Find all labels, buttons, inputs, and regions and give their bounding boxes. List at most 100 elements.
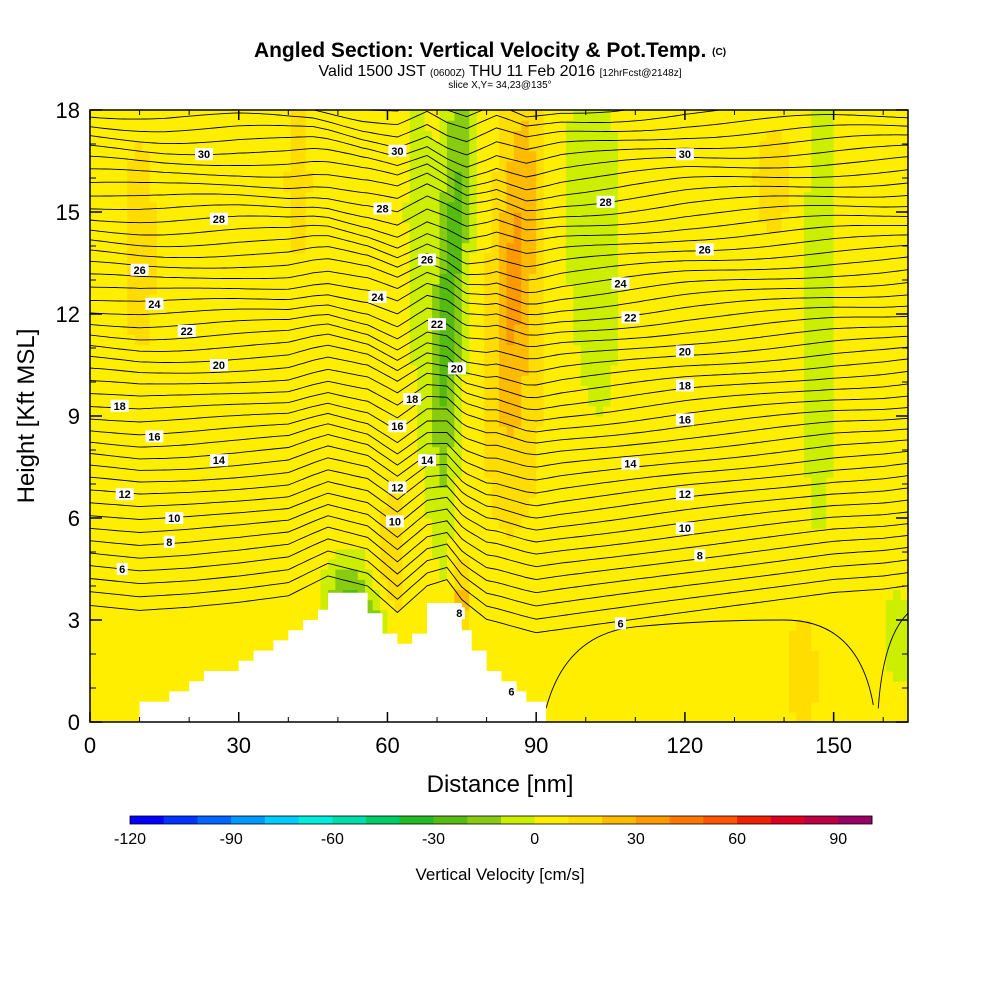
field-cell [208,222,218,233]
field-cell [112,446,121,458]
field-cell [342,436,351,448]
field-cell [595,181,604,193]
field-cell [699,130,708,142]
field-cell [238,518,247,529]
field-cell [223,528,232,539]
field-cell [625,385,634,397]
field-cell [231,620,240,631]
field-cell [684,324,693,335]
field-cell [394,344,403,356]
field-cell [171,681,180,692]
field-cell [238,365,247,376]
field-cell [670,426,679,437]
field-cell [298,171,307,182]
field-cell [647,395,656,407]
field-cell [454,385,463,397]
field-cell [647,283,656,295]
field-cell [655,548,664,560]
field-cell [670,324,679,335]
field-cell [112,120,121,131]
field-cell [684,395,693,407]
field-cell [208,303,218,315]
field-cell [565,558,574,570]
field-cell [365,507,374,519]
field-cell [536,579,545,590]
field-cell [119,161,128,172]
field-cell [186,110,195,121]
field-cell [424,201,433,213]
field-cell [432,181,441,193]
field-cell [417,599,426,611]
field-cell [536,140,545,152]
field-cell [662,579,671,590]
field-cell [238,324,247,335]
field-cell [543,365,552,376]
field-cell [261,212,270,223]
field-cell [216,538,225,550]
field-cell [186,354,195,366]
field-cell [127,507,136,519]
field-cell [387,528,396,539]
field-cell [186,671,195,682]
field-cell [499,640,508,652]
field-cell [142,630,151,641]
field-cell [484,558,493,570]
field-cell [454,110,463,121]
field-cell [253,436,262,448]
field-cell [127,650,136,662]
field-cell [268,446,277,458]
field-cell [655,334,664,346]
field-cell [528,518,537,529]
field-cell [707,691,716,703]
field-cell [97,201,106,213]
field-cell [119,242,128,254]
field-cell [684,293,693,305]
field-cell [707,701,716,713]
field-cell [484,181,493,193]
field-cell [684,497,693,509]
field-cell [625,303,634,315]
field-cell [707,640,716,652]
field-cell [119,467,128,478]
field-cell [521,548,530,560]
field-cell [201,161,210,172]
field-cell [692,252,701,264]
field-cell [335,405,344,417]
field-cell [387,314,396,325]
field-cell [565,691,574,703]
field-cell [112,528,121,539]
field-cell [573,395,582,407]
field-cell [670,518,679,529]
field-cell [670,620,679,631]
field-cell [543,334,552,346]
field-cell [409,416,418,427]
field-cell [551,222,560,233]
field-cell [699,660,708,672]
field-cell [134,538,143,550]
field-cell [580,691,589,703]
field-cell [223,487,232,499]
field-cell [164,548,173,560]
field-cell [543,212,552,223]
field-cell [119,140,128,152]
field-cell [127,334,136,346]
field-cell [625,620,634,631]
field-cell [119,191,128,203]
field-cell [692,293,701,305]
field-cell [595,365,604,376]
field-cell [320,446,329,458]
field-cell [424,222,433,233]
field-cell [127,630,136,641]
field-cell [543,497,552,509]
field-cell [513,467,522,478]
field-cell [104,181,113,193]
field-cell [491,130,500,142]
field-cell [134,660,143,672]
field-cell [558,181,567,193]
field-cell [536,263,545,274]
field-cell [446,201,455,213]
field-cell [231,232,240,244]
field-cell [342,344,351,356]
field-cell [617,395,627,407]
field-cell [461,426,470,437]
